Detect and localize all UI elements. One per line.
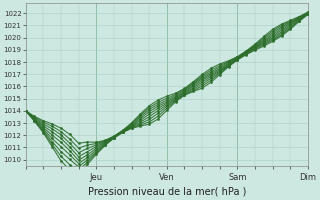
- X-axis label: Pression niveau de la mer( hPa ): Pression niveau de la mer( hPa ): [88, 187, 246, 197]
